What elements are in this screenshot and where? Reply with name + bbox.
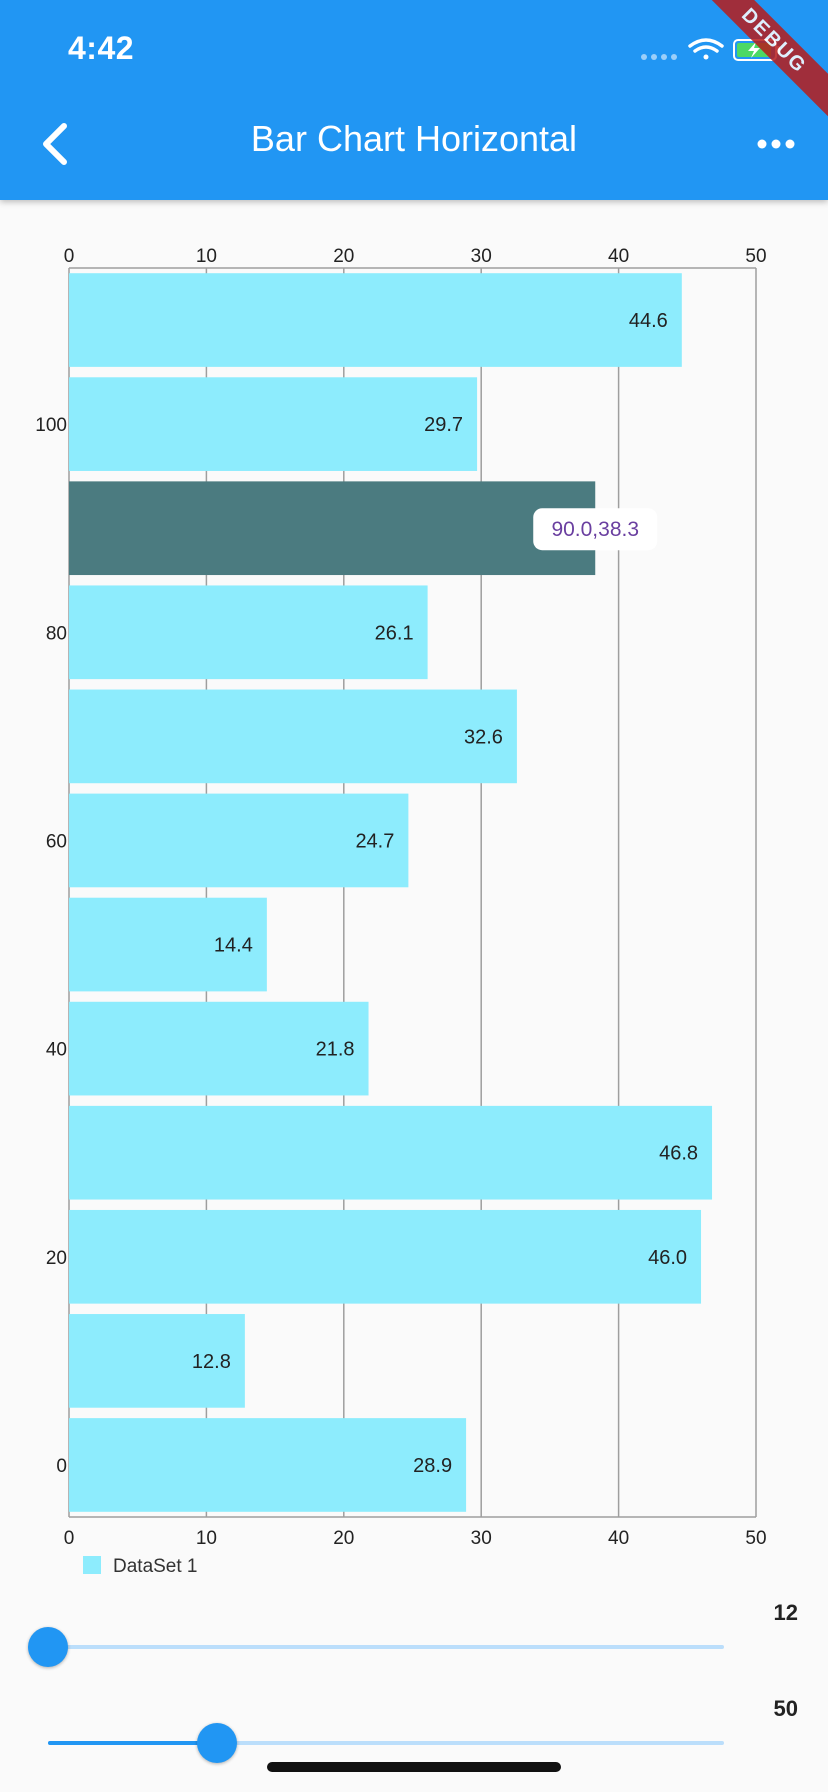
tooltip-box bbox=[533, 508, 658, 551]
bar-4 bbox=[69, 1001, 369, 1096]
slider-1[interactable] bbox=[28, 1622, 724, 1672]
x-tick-bottom-1: 10 bbox=[196, 1528, 217, 1549]
slider-1-track bbox=[48, 1645, 724, 1649]
bar-7 bbox=[69, 689, 517, 784]
bar-2 bbox=[69, 1209, 702, 1304]
x-tick-top-0: 0 bbox=[64, 246, 75, 267]
bar-1 bbox=[69, 1314, 245, 1408]
more-options-button[interactable] bbox=[754, 126, 798, 162]
y-tick-1: 20 bbox=[46, 1248, 67, 1269]
bar-8 bbox=[69, 585, 428, 680]
bar-6 bbox=[69, 793, 409, 888]
bar-10 bbox=[69, 377, 478, 471]
more-horizontal-icon bbox=[757, 139, 795, 149]
y-tick-0: 0 bbox=[56, 1456, 67, 1477]
x-tick-top-1: 10 bbox=[196, 246, 217, 267]
slider-2-track bbox=[48, 1741, 724, 1745]
bar-5 bbox=[69, 897, 267, 992]
x-tick-top-5: 50 bbox=[745, 246, 766, 267]
tooltip-text: 90.0,38.3 bbox=[551, 518, 639, 541]
legend-label-0: DataSet 1 bbox=[113, 1556, 198, 1577]
x-tick-bottom-4: 40 bbox=[608, 1528, 629, 1549]
legend-swatch-0 bbox=[83, 1556, 101, 1574]
bar-label-2: 46.0 bbox=[648, 1247, 687, 1269]
bar-0 bbox=[69, 1418, 467, 1512]
slider-2-value: 50 bbox=[773, 1696, 798, 1721]
bar-label-8: 26.1 bbox=[375, 622, 414, 644]
bar-label-4: 21.8 bbox=[316, 1039, 355, 1061]
x-tick-bottom-2: 20 bbox=[333, 1528, 354, 1549]
x-tick-bottom-0: 0 bbox=[64, 1528, 75, 1549]
y-tick-3: 60 bbox=[46, 831, 67, 852]
status-time: 4:42 bbox=[68, 30, 135, 66]
bar-9 bbox=[69, 481, 596, 576]
wifi-icon bbox=[688, 38, 724, 60]
back-button[interactable] bbox=[34, 118, 78, 170]
bar-label-11: 44.6 bbox=[629, 310, 668, 332]
cellular-signal-icon bbox=[641, 54, 677, 60]
slider-2-thumb[interactable] bbox=[197, 1723, 237, 1763]
x-tick-top-4: 40 bbox=[608, 246, 629, 267]
page-title: Bar Chart Horizontal bbox=[250, 118, 578, 159]
bar-label-3: 46.8 bbox=[659, 1143, 698, 1165]
bar-label-6: 24.7 bbox=[355, 830, 394, 852]
bar-11 bbox=[69, 273, 682, 367]
bar-label-0: 28.9 bbox=[413, 1455, 452, 1477]
bar-chart[interactable]: 28.9 12.8 46.0 46.8 21.8 14.4 24.7 32.6 26.1 29.7… bbox=[0, 230, 828, 1580]
slider-2-fill bbox=[48, 1741, 217, 1745]
app-bar: 4:42 DEBUG Bar Chart Horizontal bbox=[0, 0, 828, 200]
y-tick-4: 80 bbox=[46, 623, 67, 644]
bar-chart-svg: 28.9 12.8 46.0 46.8 21.8 14.4 24.7 32.6 26.1 29.7… bbox=[35, 246, 766, 1577]
slider-1-value: 12 bbox=[773, 1600, 798, 1625]
bar-label-1: 12.8 bbox=[192, 1351, 231, 1373]
y-tick-5: 100 bbox=[35, 415, 67, 436]
bar-label-10: 29.7 bbox=[424, 414, 463, 436]
x-tick-top-2: 20 bbox=[333, 246, 354, 267]
bar-label-7: 32.6 bbox=[464, 726, 503, 748]
bar-label-5: 14.4 bbox=[214, 935, 253, 957]
slider-1-thumb[interactable] bbox=[28, 1627, 68, 1667]
home-indicator bbox=[267, 1762, 561, 1772]
x-tick-bottom-3: 30 bbox=[471, 1528, 492, 1549]
y-tick-2: 40 bbox=[46, 1040, 67, 1061]
slider-2[interactable] bbox=[48, 1718, 724, 1768]
chevron-left-icon bbox=[43, 123, 67, 165]
bar-3 bbox=[69, 1105, 713, 1200]
x-tick-bottom-5: 50 bbox=[745, 1528, 766, 1549]
x-tick-top-3: 30 bbox=[471, 246, 492, 267]
